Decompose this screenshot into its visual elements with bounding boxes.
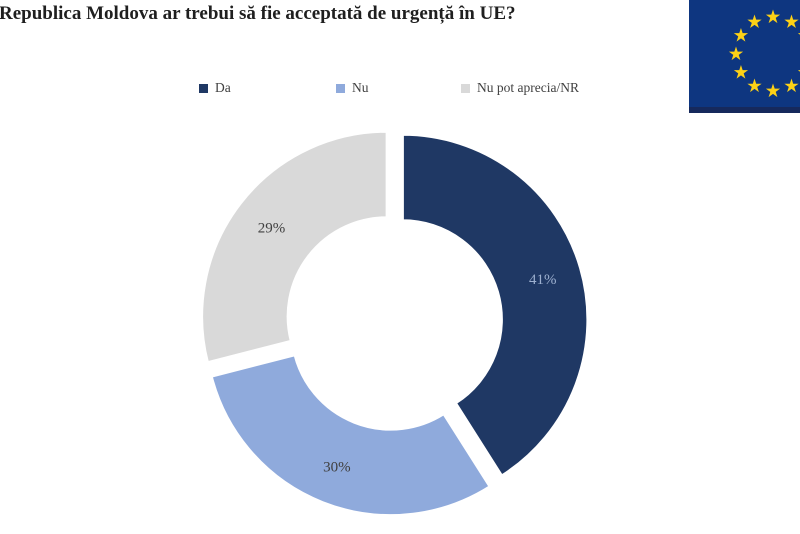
legend-marker-nu <box>336 83 345 93</box>
legend-marker-nr <box>461 83 470 93</box>
legend-item-nu: Nu <box>336 80 461 96</box>
flag-star-icon <box>747 78 762 93</box>
flag-star-icon <box>747 14 762 29</box>
legend-label-nr: Nu pot aprecia/NR <box>477 80 579 95</box>
flag-star-icon <box>765 9 781 24</box>
slice-data-label: 29% <box>258 220 286 236</box>
chart-title: Republica Moldova ar trebui să fie accep… <box>0 3 516 24</box>
donut-slice-nu-pot-aprecia-nr <box>200 130 389 364</box>
flag-field <box>689 0 800 107</box>
flag-shadow-strip <box>689 107 800 113</box>
eu-flag-image <box>689 0 800 113</box>
flag-star-icon <box>784 78 799 93</box>
flag-star-icon <box>765 83 781 98</box>
flag-star-icon <box>784 14 799 29</box>
flag-star-icon <box>797 70 800 72</box>
slice-data-label: 41% <box>529 272 557 288</box>
flag-star-icon <box>733 28 749 42</box>
donut-slice-nu <box>210 353 492 517</box>
legend-label-nu: Nu <box>352 80 369 95</box>
flag-star-icon <box>733 65 749 79</box>
legend-item-nr: Nu pot aprecia/NR <box>461 80 579 96</box>
slice-data-label: 30% <box>323 459 351 475</box>
eu-flag <box>689 0 800 113</box>
donut-slice-da <box>401 133 589 477</box>
legend-item-da: Da <box>199 80 336 96</box>
flag-star-icon <box>728 46 744 61</box>
chart-legend: Da Nu Nu pot aprecia/NR <box>199 80 579 96</box>
legend-marker-da <box>199 83 208 93</box>
legend-label-da: Da <box>215 80 231 95</box>
